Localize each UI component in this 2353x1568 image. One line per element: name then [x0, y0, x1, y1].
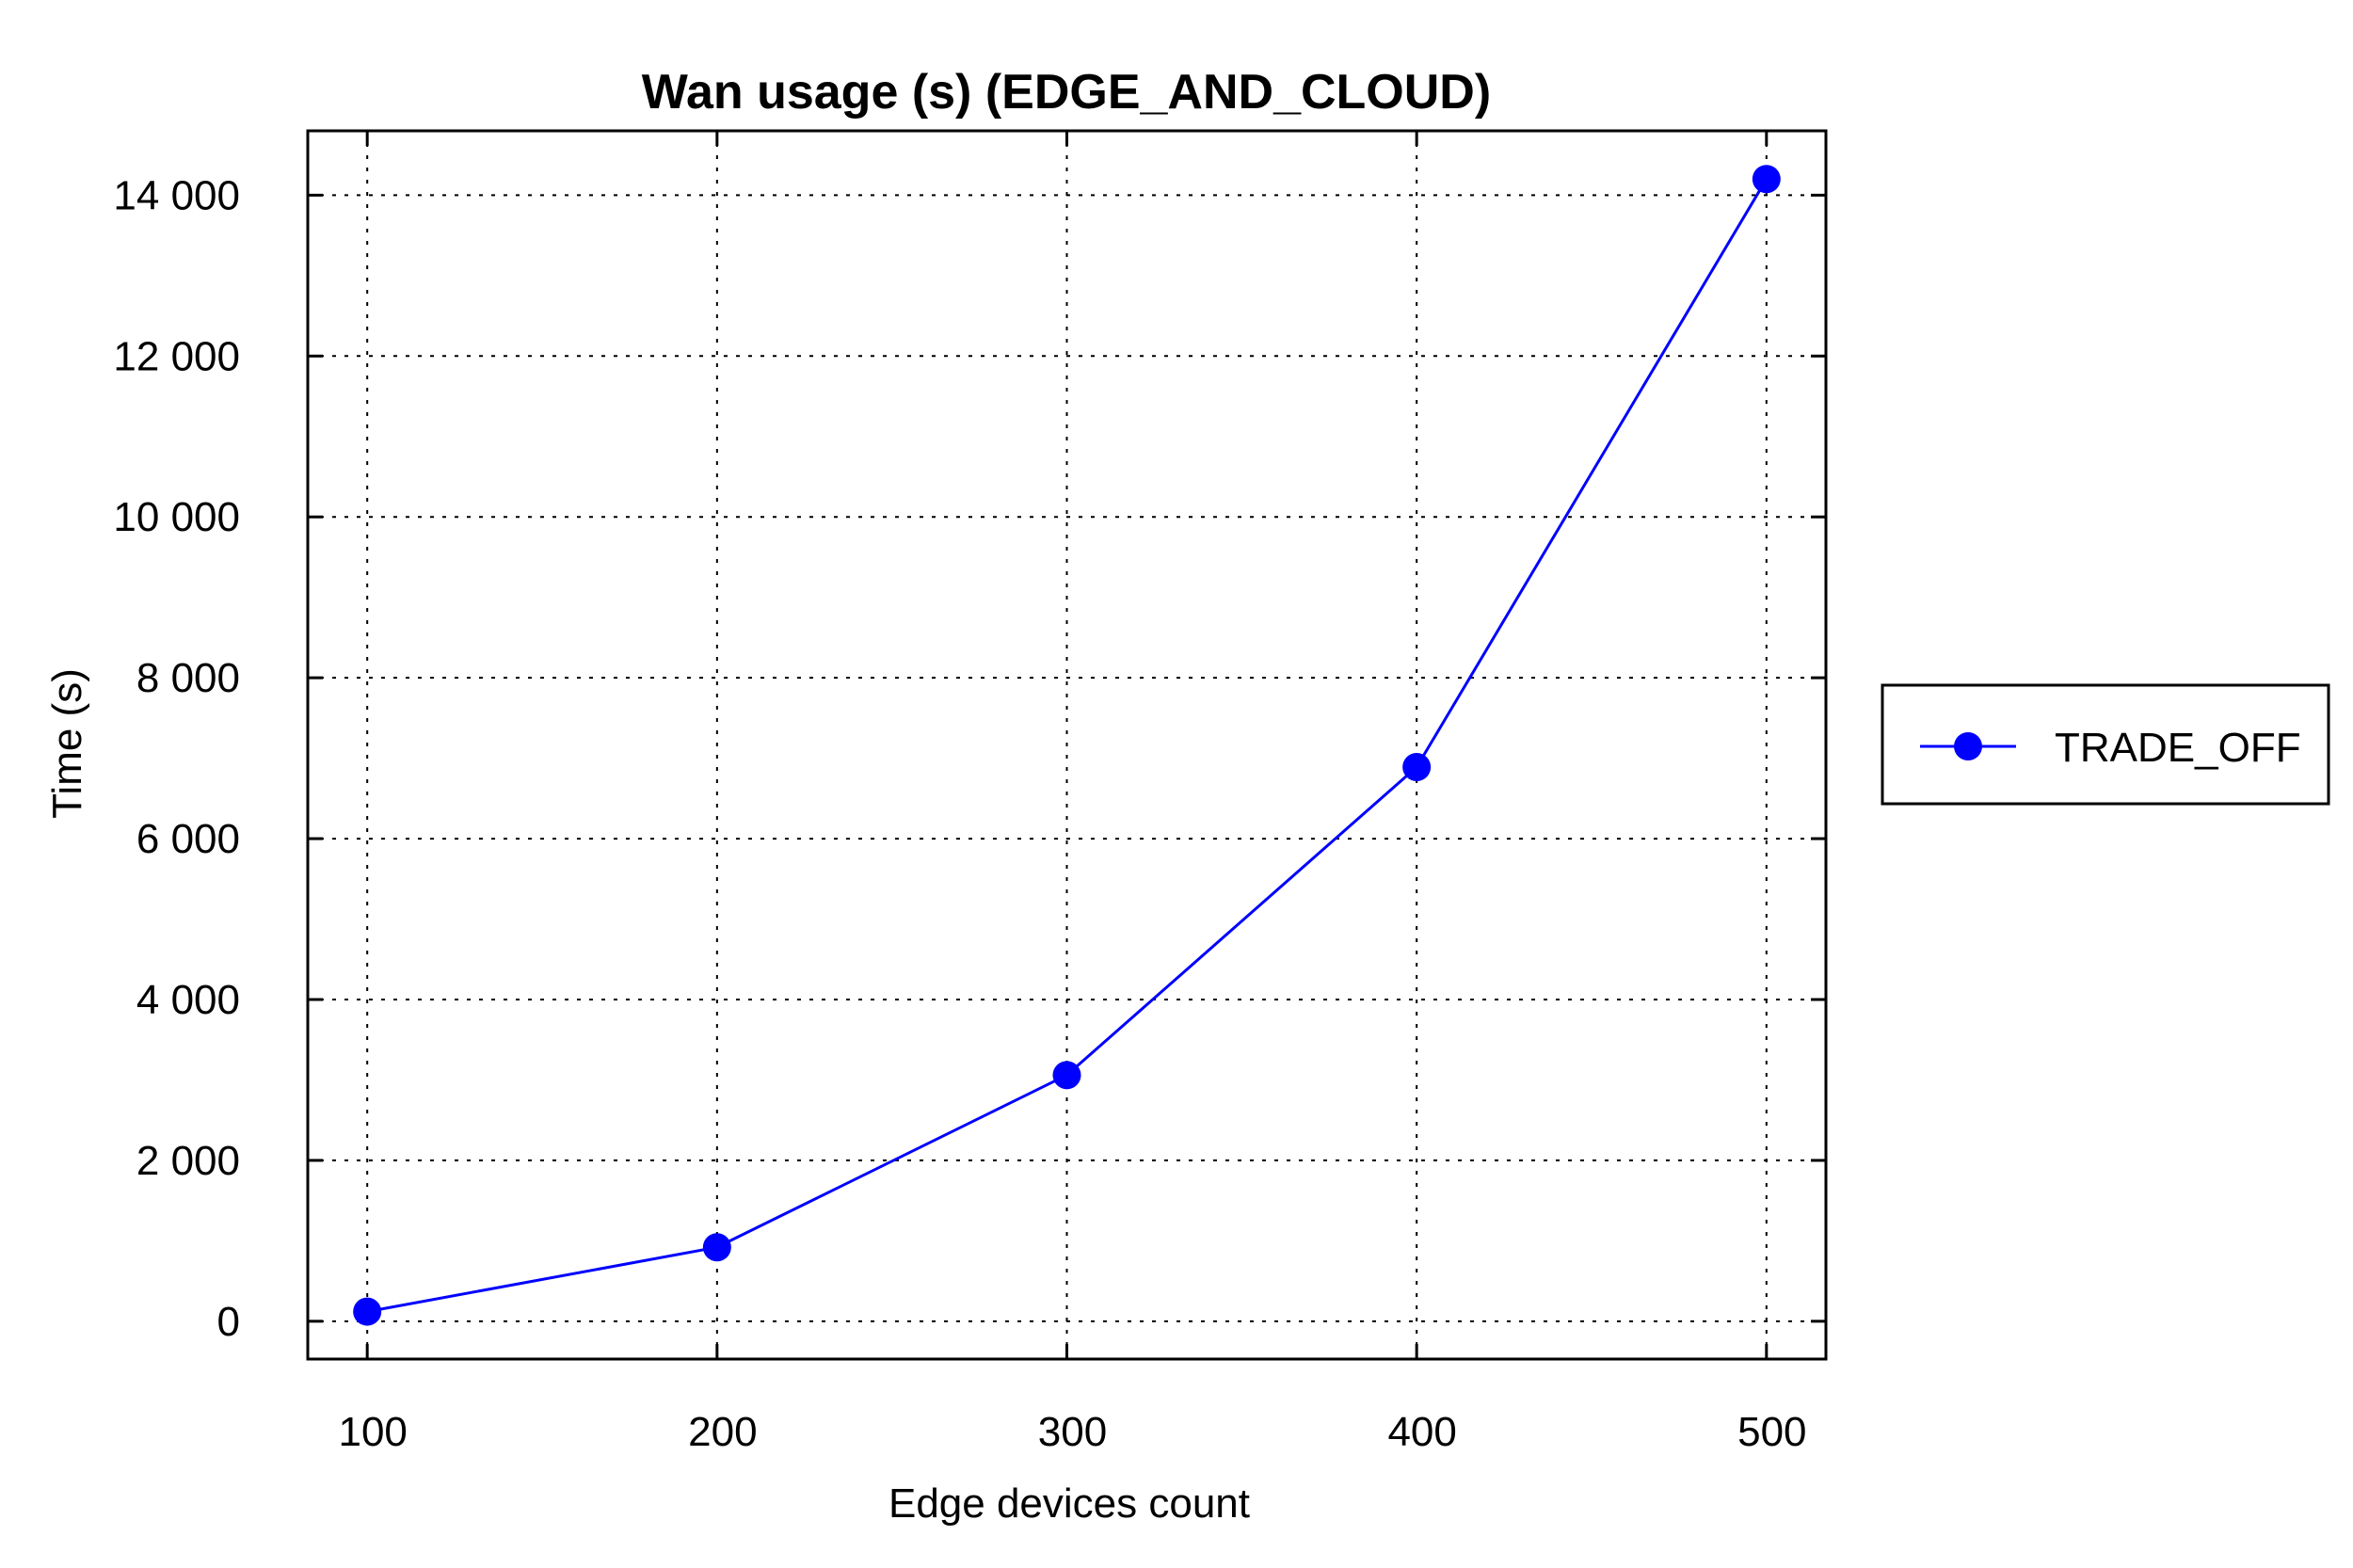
data-point	[702, 1233, 731, 1262]
y-tick-label: 4 000	[136, 977, 240, 1023]
legend-label: TRADE_OFF	[2055, 725, 2301, 771]
x-tick-label: 400	[1387, 1409, 1456, 1455]
y-tick-label: 14 000	[113, 172, 240, 218]
x-axis-label: Edge devices count	[888, 1480, 1250, 1527]
y-tick-label: 2 000	[136, 1138, 240, 1184]
ticks: 0 2 000 4 000 6 000 8 000 10 000 12 000 14 000 1…	[113, 131, 1826, 1455]
y-tick-label: 6 000	[136, 816, 240, 862]
legend-box	[1881, 683, 2330, 806]
chart-title: Wan usage (s) (EDGE_AND_CLOUD)	[642, 65, 1491, 120]
y-tick-label: 8 000	[136, 655, 240, 701]
x-tick-label: 500	[1737, 1409, 1806, 1455]
y-tick-label: 10 000	[113, 494, 240, 540]
data-point	[1052, 1061, 1081, 1090]
legend: TRADE_OFF	[1881, 683, 2330, 806]
y-tick-label: 0	[217, 1299, 240, 1345]
data-point	[353, 1297, 382, 1326]
y-tick-label: 12 000	[113, 333, 240, 379]
series	[353, 165, 1781, 1326]
grid	[308, 131, 1826, 1359]
data-point	[1402, 753, 1432, 782]
x-tick-label: 100	[338, 1409, 407, 1455]
plot-frame	[306, 129, 1828, 1361]
y-axis-label: Time (s)	[44, 668, 90, 819]
x-tick-label: 200	[688, 1409, 757, 1455]
data-point	[1752, 165, 1781, 194]
x-tick-label: 300	[1038, 1409, 1107, 1455]
legend-marker	[1954, 732, 1982, 760]
